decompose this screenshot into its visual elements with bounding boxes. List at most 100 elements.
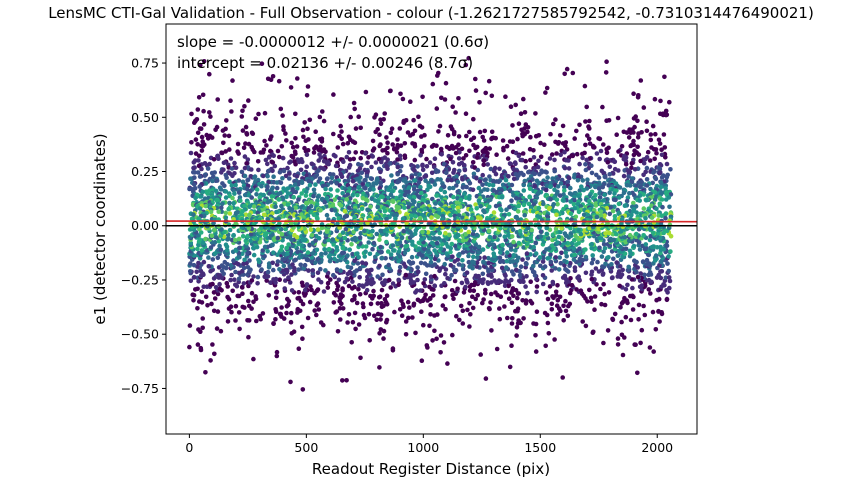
data-point (245, 318, 250, 323)
data-point (437, 123, 443, 129)
data-point (456, 262, 462, 267)
data-point (663, 108, 669, 114)
data-point (408, 99, 413, 104)
data-point (481, 259, 486, 265)
data-point (369, 276, 375, 282)
data-point (259, 183, 264, 189)
data-point (456, 134, 462, 139)
data-point (621, 299, 626, 305)
data-point (445, 361, 450, 366)
data-point (227, 227, 233, 233)
data-point (398, 243, 404, 248)
data-point (419, 134, 424, 139)
data-point (425, 187, 430, 192)
data-point (589, 260, 595, 266)
data-point (473, 88, 479, 93)
data-point (279, 144, 285, 149)
data-point (345, 253, 350, 258)
data-point (460, 266, 466, 272)
data-point (662, 145, 668, 150)
data-point (406, 315, 411, 321)
data-point (213, 285, 219, 290)
data-point (215, 255, 221, 261)
data-point (571, 257, 577, 262)
data-point (481, 138, 487, 143)
data-point (195, 142, 200, 147)
data-point (552, 337, 557, 342)
data-point (463, 284, 468, 290)
data-point (583, 254, 589, 260)
data-point (415, 265, 420, 270)
data-point (334, 245, 340, 250)
data-point (274, 289, 280, 295)
data-point (557, 294, 563, 300)
data-point (358, 355, 363, 361)
data-point (380, 272, 385, 278)
data-point (397, 268, 402, 274)
data-point (223, 149, 228, 154)
data-point (618, 305, 623, 310)
data-point (510, 259, 516, 264)
data-point (332, 197, 337, 202)
data-point (345, 264, 351, 270)
data-point (441, 340, 447, 345)
data-point (630, 285, 635, 291)
data-point (319, 251, 324, 257)
data-point (201, 259, 207, 265)
data-point (370, 154, 376, 159)
data-point (408, 133, 413, 138)
data-point (459, 280, 465, 286)
data-point (412, 128, 418, 134)
data-point (450, 146, 456, 151)
data-point (333, 208, 338, 213)
data-point (430, 338, 435, 343)
data-point (641, 206, 647, 211)
data-point (562, 258, 567, 264)
data-point (604, 118, 609, 123)
data-point (309, 287, 314, 293)
data-point (377, 331, 382, 336)
data-point (420, 94, 425, 100)
data-point (477, 179, 483, 184)
data-point (379, 301, 384, 306)
data-point (397, 126, 403, 131)
data-point (422, 246, 427, 252)
data-point (651, 170, 656, 175)
data-point (324, 212, 330, 218)
data-point (562, 188, 567, 193)
data-point (443, 294, 448, 299)
data-point (241, 265, 247, 271)
data-point (325, 285, 331, 290)
data-point (637, 247, 643, 252)
data-point (188, 261, 193, 266)
data-point (506, 174, 511, 179)
data-point (269, 194, 275, 199)
data-point (289, 140, 295, 146)
data-point (246, 334, 251, 340)
data-point (556, 267, 562, 272)
data-point (323, 250, 328, 256)
data-point (581, 212, 587, 218)
data-point (205, 303, 210, 308)
data-point (418, 288, 423, 293)
data-point (331, 92, 336, 97)
data-point (607, 172, 612, 177)
data-point (232, 160, 237, 166)
data-point (302, 287, 308, 293)
data-point (198, 345, 204, 351)
data-point (397, 153, 403, 159)
data-point (477, 100, 482, 105)
data-point (196, 260, 201, 266)
data-point (432, 236, 437, 241)
data-point (188, 176, 193, 181)
data-point (350, 178, 356, 184)
data-point (589, 299, 594, 305)
data-point (188, 269, 193, 274)
data-point (568, 211, 574, 216)
data-point (199, 148, 205, 153)
data-point (369, 267, 374, 273)
data-point (428, 295, 433, 301)
data-point (231, 232, 236, 238)
data-point (517, 228, 523, 234)
data-point (659, 147, 664, 152)
